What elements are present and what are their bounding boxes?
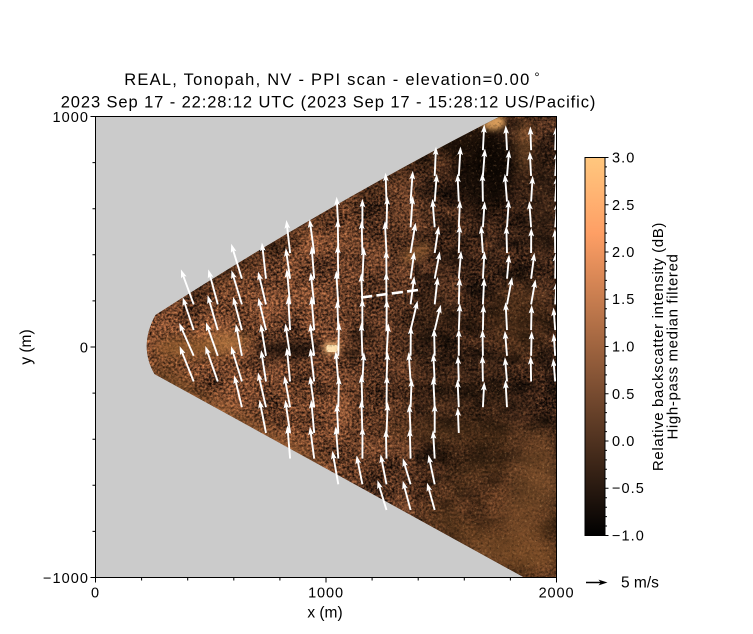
svg-text:−1.0: −1.0 [612,529,645,545]
svg-text:2.5: 2.5 [612,198,635,214]
svg-text:3.0: 3.0 [612,151,635,167]
svg-text:x (m): x (m) [307,605,342,622]
svg-text:1000: 1000 [308,586,344,602]
svg-text:5 m/s: 5 m/s [621,575,659,592]
svg-text:2.0: 2.0 [612,245,635,261]
svg-text:1.0: 1.0 [612,340,635,356]
svg-text:Relative backscatter intensity: Relative backscatter intensity (dB) [650,222,667,471]
svg-text:1000: 1000 [53,110,89,126]
svg-text:0: 0 [80,340,89,356]
svg-text:High-pass median filtered: High-pass median filtered [665,253,682,439]
svg-text:−0.5: −0.5 [612,481,645,497]
svg-text:0.0: 0.0 [612,434,635,450]
svg-text:−1000: −1000 [43,571,89,587]
svg-text:y (m): y (m) [18,329,35,364]
svg-text:REAL, Tonopah, NV - PPI scan -: REAL, Tonopah, NV - PPI scan - elevation… [124,70,541,90]
svg-text:2000: 2000 [539,586,575,602]
svg-text:1.5: 1.5 [612,292,635,308]
svg-text:0: 0 [91,586,100,602]
svg-text:0.5: 0.5 [612,387,635,403]
svg-text:2023 Sep 17 - 22:28:12 UTC (20: 2023 Sep 17 - 22:28:12 UTC (2023 Sep 17 … [61,94,597,112]
